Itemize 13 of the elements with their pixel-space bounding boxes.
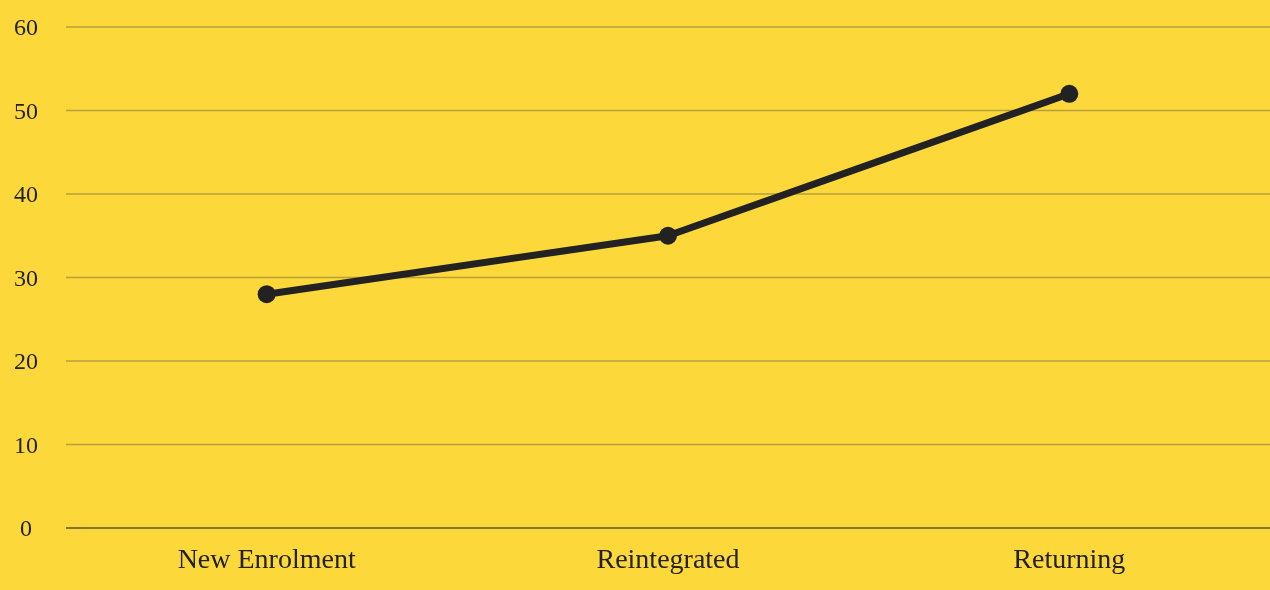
point [257, 285, 276, 304]
y-tick-label: 20 [14, 348, 38, 375]
point [659, 226, 677, 245]
y-tick-label: 60 [14, 14, 38, 41]
y-tick-label: 40 [14, 181, 38, 208]
x-tick-label: New Enrolment [177, 543, 356, 574]
y-tick-label: 10 [14, 431, 38, 458]
y-tick-label: 50 [14, 97, 38, 124]
y-tick-label: 0 [20, 515, 32, 542]
x-tick-label: Returning [1013, 543, 1126, 574]
y-tick-label: 30 [14, 264, 38, 291]
point [1060, 84, 1079, 103]
x-tick-label: Reintegrated [596, 543, 740, 574]
